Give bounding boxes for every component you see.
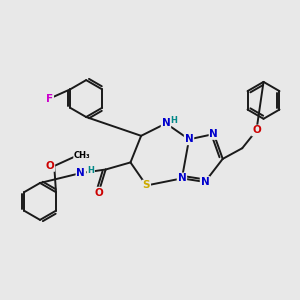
Text: N: N — [162, 118, 170, 128]
Text: O: O — [46, 161, 54, 171]
Text: F: F — [46, 94, 53, 103]
Text: H: H — [171, 116, 178, 125]
Text: O: O — [94, 188, 103, 198]
Text: CH₃: CH₃ — [74, 151, 90, 160]
Text: N: N — [201, 177, 209, 187]
Text: O: O — [252, 125, 261, 136]
Text: S: S — [143, 181, 150, 190]
Text: N: N — [178, 173, 186, 183]
Text: N: N — [209, 129, 218, 139]
Text: N: N — [76, 168, 85, 178]
Text: H: H — [87, 166, 94, 175]
Text: N: N — [184, 134, 194, 144]
